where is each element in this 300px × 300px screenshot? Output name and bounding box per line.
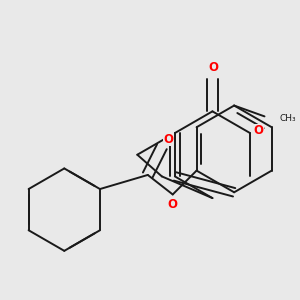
Text: O: O bbox=[164, 133, 173, 146]
Text: O: O bbox=[208, 61, 218, 74]
Text: CH₃: CH₃ bbox=[280, 114, 296, 123]
Text: O: O bbox=[168, 198, 178, 211]
Text: O: O bbox=[254, 124, 264, 137]
